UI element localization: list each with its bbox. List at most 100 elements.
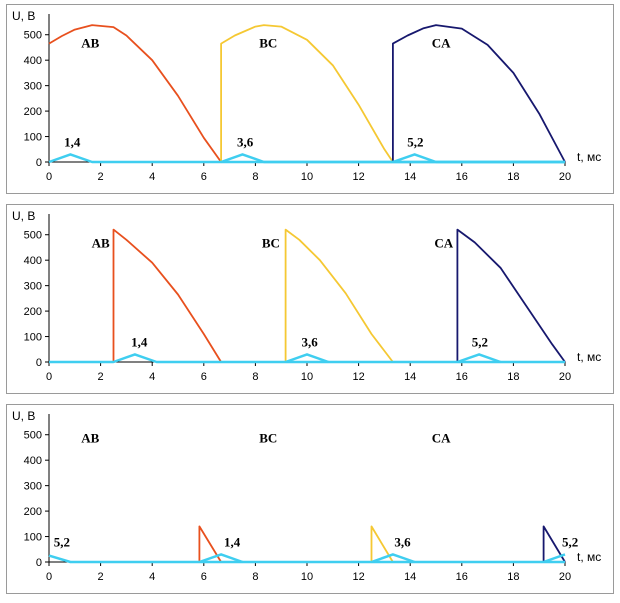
series-line-ripple xyxy=(48,554,565,564)
x-tick-label: 2 xyxy=(98,171,104,183)
series-line-ripple xyxy=(392,153,565,164)
x-tick-label: 6 xyxy=(201,371,207,383)
y-tick-label: 400 xyxy=(24,455,42,467)
annotation-label: 5,2 xyxy=(562,535,578,550)
series-line-bc xyxy=(370,525,394,563)
y-tick-label: 300 xyxy=(24,281,42,293)
annotation-label: 3,6 xyxy=(301,335,318,350)
x-tick-label: 4 xyxy=(149,571,155,583)
chart-svg-1: 0 100 200 300 400 500 0 2 4 6 8 10 12 14 16 18 20 U, В t, … xyxy=(12,9,601,183)
annotation-label: 1,4 xyxy=(131,335,148,350)
y-axis-title: U, В xyxy=(12,9,35,23)
annotation-label: BC xyxy=(259,430,277,445)
y-axis-title: U, В xyxy=(12,409,35,423)
y-tick-label: 400 xyxy=(24,255,42,267)
chart-panel-2: 0 100 200 300 400 500 0 2 4 6 8 10 12 14 16 18 20 U, В t, … xyxy=(6,204,614,394)
x-tick-label: 0 xyxy=(46,171,52,183)
chart-panel-3: 0 100 200 300 400 500 0 2 4 6 8 10 12 14 16 18 20 U, В t, … xyxy=(6,404,614,594)
annotation-label: AB xyxy=(92,235,110,250)
x-tick-label: 4 xyxy=(149,171,155,183)
y-tick-label: 100 xyxy=(24,132,42,144)
y-tick-label: 300 xyxy=(24,481,42,493)
x-tick-label: 20 xyxy=(559,171,571,183)
annotation-label: AB xyxy=(81,430,99,445)
annotation-label: 3,6 xyxy=(394,535,411,550)
x-tick-label: 10 xyxy=(301,371,313,383)
y-tick-label: 500 xyxy=(24,30,42,42)
x-axis-title: t, мс xyxy=(577,550,601,564)
y-tick-label: 200 xyxy=(24,106,42,118)
chart-panel-1: 0 100 200 300 400 500 0 2 4 6 8 10 12 14 16 18 20 U, В t, … xyxy=(6,4,614,194)
series-line-ab xyxy=(112,228,222,363)
x-tick-label: 2 xyxy=(98,571,104,583)
series-line-bc xyxy=(220,24,394,163)
x-tick-label: 18 xyxy=(507,371,519,383)
x-tick-label: 14 xyxy=(404,171,416,183)
annotation-label: 1,4 xyxy=(224,535,241,550)
annotation-label: 5,2 xyxy=(407,135,423,150)
annotation-label: 5,2 xyxy=(54,535,70,550)
y-tick-label: 100 xyxy=(24,532,42,544)
x-tick-label: 8 xyxy=(252,571,258,583)
x-tick-label: 12 xyxy=(352,171,364,183)
series-line-ripple xyxy=(371,553,416,564)
series-line-ab xyxy=(198,525,222,563)
x-tick-label: 12 xyxy=(352,571,364,583)
x-tick-label: 18 xyxy=(507,571,519,583)
x-tick-label: 4 xyxy=(149,371,155,383)
x-tick-label: 6 xyxy=(201,571,207,583)
x-tick-label: 16 xyxy=(456,571,468,583)
series-line-ab xyxy=(48,24,222,163)
x-axis-title: t, мс xyxy=(577,350,601,364)
annotation-label: 1,4 xyxy=(64,135,81,150)
y-tick-label: 200 xyxy=(24,506,42,518)
x-tick-label: 14 xyxy=(404,571,416,583)
x-tick-label: 8 xyxy=(252,171,258,183)
x-tick-label: 20 xyxy=(559,571,571,583)
y-tick-label: 500 xyxy=(24,230,42,242)
annotation-label: AB xyxy=(81,35,99,50)
series-line-ca xyxy=(542,525,566,563)
series-line-ripple xyxy=(456,353,501,364)
x-tick-label: 14 xyxy=(404,371,416,383)
y-tick-label: 0 xyxy=(36,557,42,569)
x-tick-label: 10 xyxy=(301,571,313,583)
x-tick-label: 16 xyxy=(456,371,468,383)
x-tick-label: 8 xyxy=(252,371,258,383)
x-tick-label: 10 xyxy=(301,171,313,183)
y-axis-title: U, В xyxy=(12,209,35,223)
x-tick-label: 6 xyxy=(201,171,207,183)
series-line-ripple xyxy=(49,353,565,364)
x-tick-label: 18 xyxy=(507,171,519,183)
y-tick-label: 0 xyxy=(36,157,42,169)
series-line-bc xyxy=(284,228,394,363)
x-tick-label: 12 xyxy=(352,371,364,383)
annotation-label: BC xyxy=(262,235,280,250)
y-tick-label: 500 xyxy=(24,430,42,442)
chart-svg-3: 0 100 200 300 400 500 0 2 4 6 8 10 12 14 16 18 20 U, В t, … xyxy=(12,409,601,583)
series-line-ripple xyxy=(220,153,565,164)
annotation-label: CA xyxy=(432,430,451,445)
series-line-ripple xyxy=(543,553,566,564)
x-tick-label: 16 xyxy=(456,171,468,183)
x-tick-label: 20 xyxy=(559,371,571,383)
y-tick-label: 0 xyxy=(36,357,42,369)
annotation-label: CA xyxy=(432,35,451,50)
series-line-ca xyxy=(456,228,566,363)
series-line-ripple xyxy=(198,553,243,564)
y-tick-label: 100 xyxy=(24,332,42,344)
series-line-ca xyxy=(391,24,566,163)
annotation-label: 5,2 xyxy=(472,335,488,350)
annotation-label: BC xyxy=(259,35,277,50)
x-tick-label: 0 xyxy=(46,371,52,383)
annotation-label: 3,6 xyxy=(237,135,254,150)
y-tick-label: 400 xyxy=(24,55,42,67)
chart-svg-2: 0 100 200 300 400 500 0 2 4 6 8 10 12 14 16 18 20 U, В t, … xyxy=(12,209,601,383)
series-line-ripple xyxy=(48,153,565,164)
x-axis-title: t, мс xyxy=(577,150,601,164)
y-tick-label: 200 xyxy=(24,306,42,318)
x-tick-label: 0 xyxy=(46,571,52,583)
series-line-ripple xyxy=(285,353,329,364)
y-tick-label: 300 xyxy=(24,81,42,93)
x-tick-label: 2 xyxy=(98,371,104,383)
